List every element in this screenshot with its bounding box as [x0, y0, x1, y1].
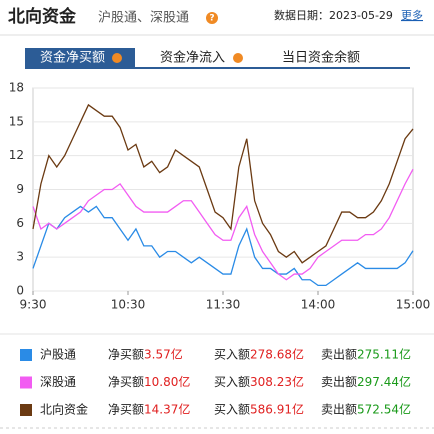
summary-value: 14.37亿 [144, 402, 190, 417]
legend-name: 沪股通 [40, 348, 76, 362]
summary-label: 买入额 [214, 403, 250, 417]
help-icon-text: ? [209, 14, 214, 24]
summary-value: 297.44亿 [357, 374, 411, 389]
more-link[interactable]: 更多 [401, 8, 423, 22]
title: 北向资金 [8, 6, 77, 27]
summary-label: 净买额 [108, 403, 144, 417]
summary-value: 3.57亿 [144, 347, 183, 362]
y-tick-label: 3 [16, 250, 24, 264]
summary-value: 586.91亿 [250, 402, 304, 417]
series-line [32, 168, 414, 281]
summary-label: 买入额 [214, 375, 250, 389]
y-tick-label: 15 [9, 114, 24, 128]
subtitle: 沪股通、深股通 [98, 10, 189, 26]
summary-value: 10.80亿 [144, 374, 190, 389]
tab[interactable]: 当日资金余额 [282, 50, 360, 66]
summary-label: 净买额 [108, 375, 144, 389]
legend-swatch [20, 349, 32, 361]
x-tick-label: 11:30 [206, 298, 241, 312]
legend-swatch [20, 404, 32, 416]
summary-label: 买入额 [214, 348, 250, 362]
x-tick-label: 10:30 [111, 298, 146, 312]
tab-help-icon [233, 53, 243, 63]
tab-active[interactable] [25, 48, 135, 68]
y-tick-label: 0 [16, 284, 24, 298]
legend-swatch [20, 376, 32, 389]
summary-value: 308.23亿 [250, 374, 304, 389]
summary-value: 278.68亿 [250, 347, 304, 362]
series-line [32, 103, 414, 264]
tab-help-icon [112, 53, 122, 63]
y-tick-label: 6 [16, 216, 24, 230]
x-tick-label: 15:00 [396, 298, 431, 312]
x-tick-label: 14:00 [301, 298, 336, 312]
legend-name: 北向资金 [40, 402, 88, 417]
date: 数据日期：2023-05-29 [274, 8, 393, 22]
legend-name: 深股通 [40, 375, 76, 389]
summary-label: 净买额 [108, 348, 144, 362]
summary-value: 275.11亿 [357, 347, 411, 362]
x-tick-label: 9:30 [20, 298, 47, 312]
help-icon[interactable] [206, 12, 218, 24]
y-tick-label: 18 [9, 81, 24, 95]
tab[interactable]: 资金净买额 [40, 50, 105, 66]
tab[interactable]: 资金净流入 [160, 50, 225, 66]
y-tick-label: 9 [16, 182, 24, 196]
summary-value: 572.54亿 [357, 402, 411, 417]
summary-label: 卖出额 [321, 348, 357, 362]
summary-label: 卖出额 [321, 403, 357, 417]
y-tick-label: 12 [9, 148, 24, 162]
summary-label: 卖出额 [321, 375, 357, 389]
series-line [32, 205, 414, 287]
